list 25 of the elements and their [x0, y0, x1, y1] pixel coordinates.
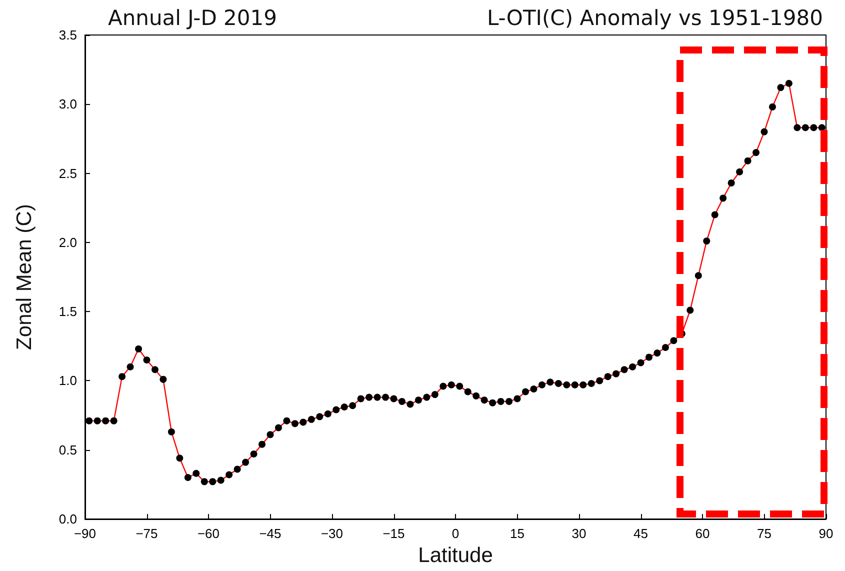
x-tick-label: 30	[572, 526, 586, 541]
x-tick-label: 45	[634, 526, 648, 541]
x-tick-label: −75	[136, 526, 158, 541]
x-tick-label: −15	[382, 526, 405, 541]
x-tick-label: 15	[510, 526, 524, 541]
y-tick-label: 3.5	[58, 28, 77, 42]
y-tick-label: 1.5	[58, 304, 77, 320]
x-tick-label: −60	[197, 526, 220, 541]
x-tick-label: 75	[757, 526, 772, 541]
x-axis-title: Latitude	[418, 544, 493, 567]
x-tick-label: −30	[320, 526, 344, 541]
y-tick-label: 1.0	[58, 373, 77, 388]
x-tick-label: 0	[452, 526, 460, 541]
y-tick-label: 0.5	[58, 442, 77, 458]
y-tick-label: 2.5	[58, 166, 77, 181]
x-tick-label: −45	[259, 526, 282, 541]
chart-subtitle: L-OTI(C) Anomaly vs 1951-1980	[486, 6, 823, 30]
y-tick-label: 3.0	[58, 96, 77, 112]
chart-title: Annual J-D 2019	[108, 6, 277, 30]
x-tick-label: 90	[818, 526, 834, 541]
x-tick-label: −90	[74, 526, 96, 541]
x-tick-label: 60	[695, 526, 710, 541]
y-axis-title: Zonal Mean (C)	[13, 204, 36, 350]
y-tick-label: 2.0	[58, 234, 77, 250]
y-tick-label: 0.0	[58, 512, 77, 526]
